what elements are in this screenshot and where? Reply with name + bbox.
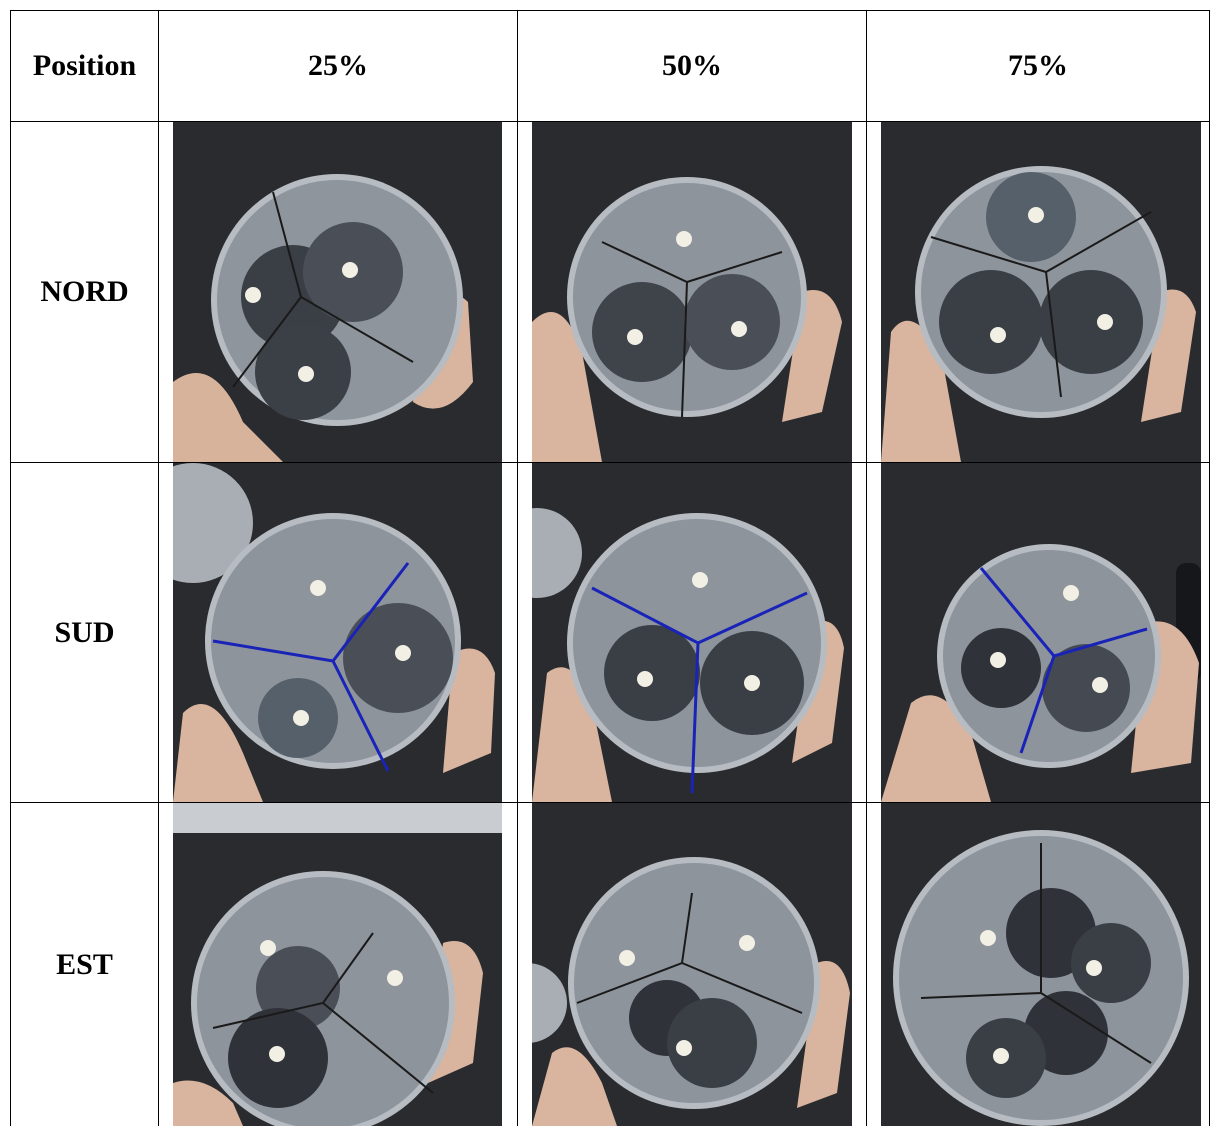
header-25-percent: 25% [308,49,368,82]
petri-dish-photo-sud-75 [881,463,1201,802]
petri-dish-photo-nord-50 [532,122,852,462]
row-divider-1 [10,462,1210,463]
header-75-percent: 75% [1008,49,1068,82]
petri-dish-photo-nord-25 [173,122,502,462]
row-label-sud: SUD [54,615,115,649]
table-divider-1 [158,10,159,1126]
table-divider-2 [517,10,518,1126]
petri-dish-photo-est-75 [881,803,1201,1126]
header-50-percent: 50% [662,49,722,82]
table-divider-3 [866,10,867,1126]
petri-dish-photo-sud-50 [532,463,852,802]
petri-dish-photo-est-50 [532,803,852,1126]
row-label-est: EST [56,947,113,981]
table-border-top [10,10,1210,11]
table-border-left [10,10,11,1126]
row-label-nord: NORD [40,275,129,308]
petri-dish-photo-est-25 [173,803,502,1126]
header-divider [10,121,1210,122]
petri-dish-photo-nord-75 [881,122,1201,462]
petri-dish-photo-sud-25 [173,463,502,802]
header-position: Position [32,49,137,82]
row-divider-2 [10,802,1210,803]
